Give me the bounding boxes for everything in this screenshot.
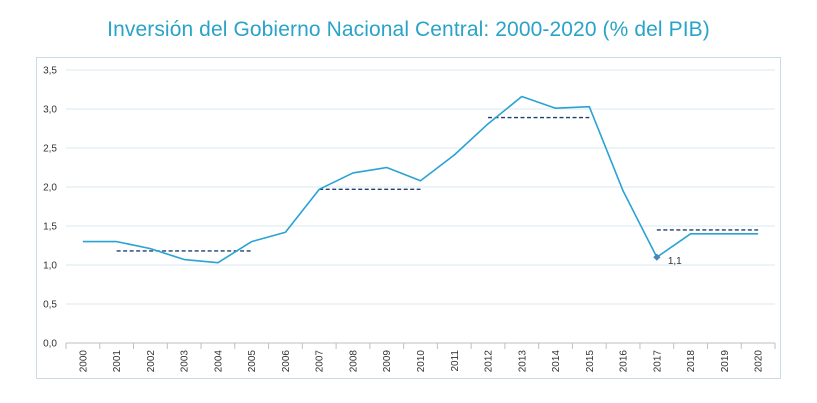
x-tick-label: 2006 (281, 350, 292, 373)
x-tick-label: 2018 (686, 350, 697, 373)
x-tick-label: 2013 (517, 350, 528, 373)
x-tick-label: 2019 (720, 350, 731, 373)
x-tick-label: 2016 (619, 350, 630, 373)
x-tick-label: 2004 (213, 350, 224, 373)
x-tick-label: 2001 (112, 350, 123, 373)
y-tick-label: 3,0 (43, 105, 57, 116)
y-tick-label: 3,5 (43, 66, 57, 77)
x-tick-label: 2011 (450, 350, 461, 372)
x-tick-label: 2014 (551, 350, 562, 373)
x-tick-label: 2002 (146, 350, 157, 373)
series-line-layer (82, 95, 759, 264)
x-tick-label: 2000 (78, 350, 89, 373)
chart-frame (36, 57, 781, 379)
x-tick-label: 2007 (315, 350, 326, 373)
annotation-label: 1,1 (668, 256, 682, 267)
x-tick-label: 2015 (585, 350, 596, 373)
x-tick-label: 2010 (416, 350, 427, 373)
x-tick-label: 2017 (652, 350, 663, 373)
annotation-layer: 1,1 (653, 253, 682, 267)
x-tick-label: 2020 (754, 350, 765, 373)
tick-labels: 0,0 0,5 1,0 1,5 2,0 2,5 3,0 3,5 2000 2001 2002 2003… (43, 66, 765, 373)
series-line-1 (82, 95, 759, 264)
annotation-marker (653, 253, 661, 261)
x-tick-label: 2008 (348, 350, 359, 373)
y-tick-label: 0,5 (43, 300, 57, 311)
y-tick-label: 0,0 (43, 339, 57, 350)
x-tick-label: 2012 (484, 350, 495, 373)
x-tick-label: 2005 (247, 350, 258, 373)
y-tick-label: 1,5 (43, 222, 57, 233)
y-tick-label: 2,0 (43, 183, 57, 194)
x-tick-label: 2009 (382, 350, 393, 373)
chart-title: Inversión del Gobierno Nacional Central:… (107, 18, 710, 41)
axis-layer (65, 342, 776, 349)
average-lines (116, 116, 759, 252)
y-tick-label: 1,0 (43, 261, 57, 272)
y-tick-label: 2,5 (43, 144, 57, 155)
gridlines (66, 69, 775, 305)
x-tick-label: 2003 (180, 350, 191, 373)
